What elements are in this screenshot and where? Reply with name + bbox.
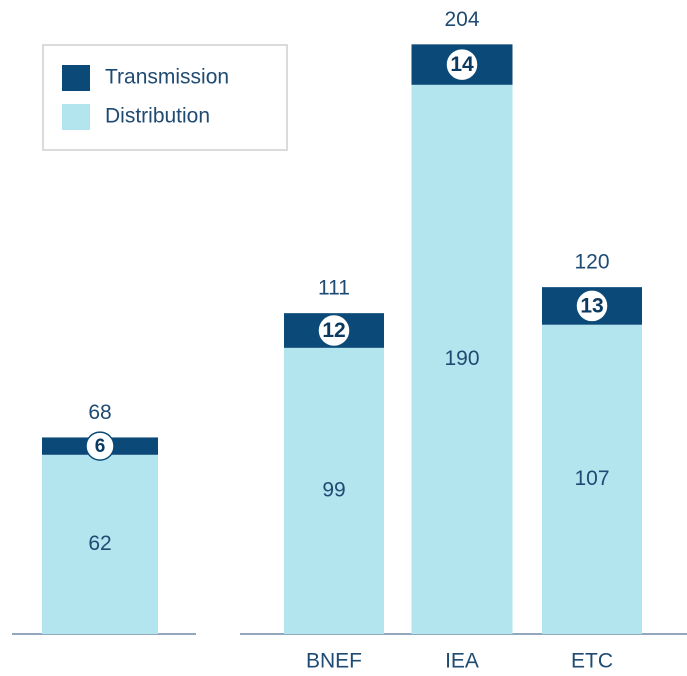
x-tick-label: IEA (445, 650, 479, 673)
value-badge (317, 313, 351, 348)
bar-segment (284, 347, 384, 634)
legend-box (42, 44, 288, 151)
legend-swatch (62, 65, 90, 91)
value-label: 13 (580, 294, 603, 317)
value-label: 99 (322, 478, 345, 501)
value-label: 12 (322, 319, 345, 342)
value-label: 190 (444, 347, 479, 370)
value-label: 107 (574, 467, 609, 490)
value-badge (85, 431, 115, 461)
value-badge (445, 47, 479, 82)
legend-label: Transmission (105, 66, 229, 89)
legend-label: Distribution (105, 105, 210, 128)
x-tick-label: ETC (571, 650, 613, 673)
legend-swatch (62, 104, 90, 130)
value-badge (575, 289, 609, 323)
value-label: 14 (450, 53, 474, 76)
bar-segment (42, 454, 158, 634)
bar-segment (542, 324, 642, 634)
value-label: 6 (95, 436, 106, 457)
total-label: 68 (88, 401, 111, 424)
total-label: 204 (444, 8, 479, 31)
total-label: 120 (574, 251, 609, 274)
value-label: 62 (88, 532, 111, 555)
x-tick-label: BNEF (306, 650, 362, 673)
total-label: 111 (318, 277, 350, 300)
bar-segment (411, 84, 513, 635)
